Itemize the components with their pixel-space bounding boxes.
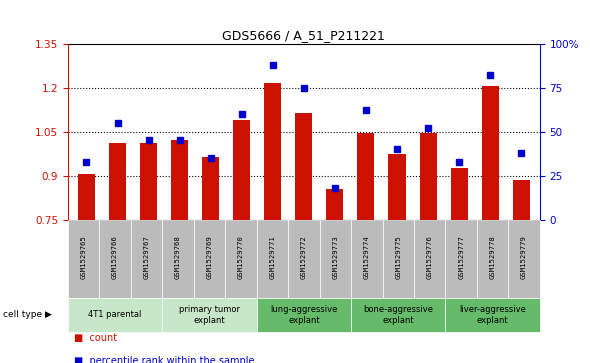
Title: GDS5666 / A_51_P211221: GDS5666 / A_51_P211221	[222, 29, 385, 42]
Text: cell type ▶: cell type ▶	[3, 310, 52, 319]
Bar	[296, 113, 312, 220]
Bar	[78, 174, 95, 220]
Bar	[264, 83, 281, 220]
Bar	[358, 133, 375, 220]
Bar	[171, 140, 188, 220]
Text: GSM1529769: GSM1529769	[206, 235, 212, 279]
Bar	[109, 143, 126, 220]
Text: primary tumor
explant: primary tumor explant	[179, 305, 240, 325]
Text: liver-aggressive
explant: liver-aggressive explant	[459, 305, 526, 325]
Text: bone-aggressive
explant: bone-aggressive explant	[363, 305, 433, 325]
Text: GSM1529772: GSM1529772	[301, 235, 307, 279]
Text: GSM1529770: GSM1529770	[238, 235, 244, 279]
Bar	[481, 86, 499, 220]
Text: GSM1529773: GSM1529773	[332, 235, 338, 279]
Text: 4T1 parental: 4T1 parental	[88, 310, 142, 319]
Bar	[419, 133, 437, 220]
Bar	[326, 189, 343, 220]
Text: ■  percentile rank within the sample: ■ percentile rank within the sample	[74, 356, 254, 363]
Bar	[451, 168, 468, 220]
Text: GSM1529774: GSM1529774	[364, 235, 370, 279]
Text: GSM1529771: GSM1529771	[270, 235, 276, 279]
Text: GSM1529779: GSM1529779	[521, 235, 527, 279]
Bar	[202, 156, 219, 220]
Text: GSM1529777: GSM1529777	[458, 235, 464, 279]
Text: GSM1529767: GSM1529767	[143, 235, 149, 279]
Bar	[140, 143, 157, 220]
Bar	[513, 180, 530, 220]
Text: GSM1529766: GSM1529766	[112, 235, 118, 279]
Text: GSM1529768: GSM1529768	[175, 235, 181, 279]
Text: GSM1529778: GSM1529778	[490, 235, 496, 279]
Text: lung-aggressive
explant: lung-aggressive explant	[270, 305, 337, 325]
Text: ■  count: ■ count	[74, 333, 117, 343]
Text: GSM1529775: GSM1529775	[395, 235, 401, 279]
Bar	[233, 120, 250, 220]
Text: GSM1529765: GSM1529765	[81, 235, 87, 279]
Text: GSM1529776: GSM1529776	[427, 235, 432, 279]
Bar	[388, 154, 405, 220]
